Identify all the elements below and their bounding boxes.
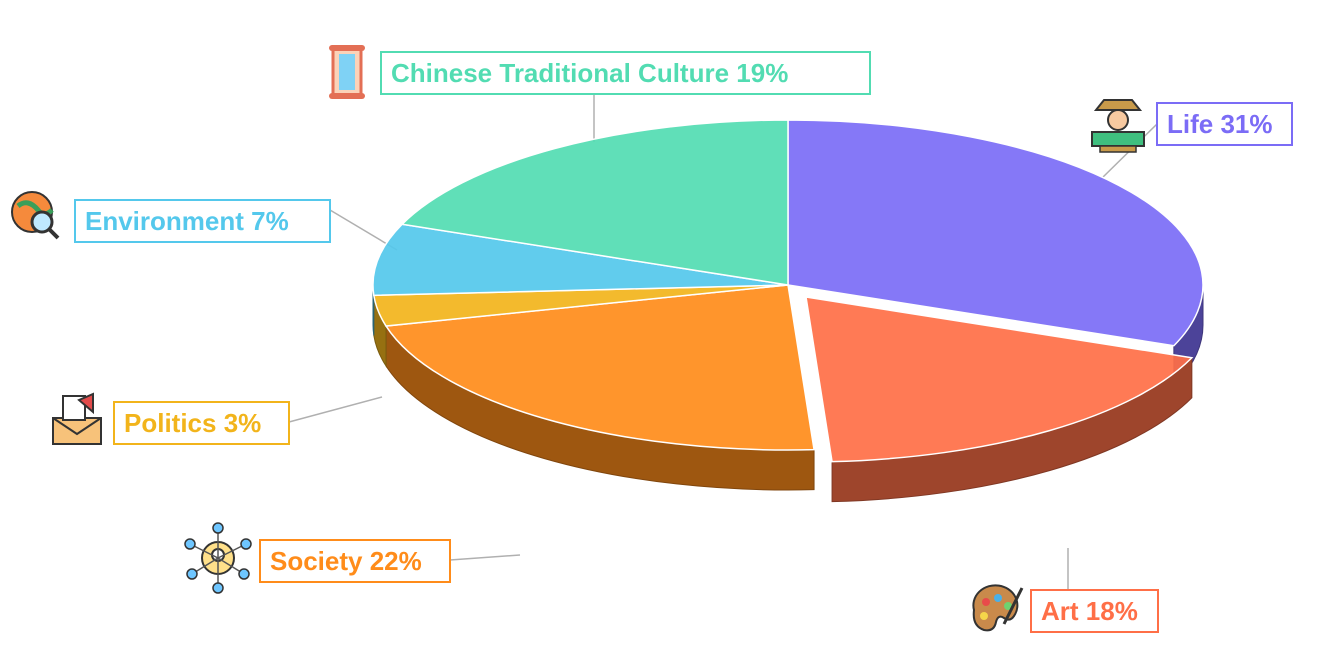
- label-text-chinese-traditional-culture: Chinese Traditional Culture 19%: [391, 58, 788, 88]
- slice-chinese-traditional-culture: [400, 119, 789, 286]
- label-society: Society 22%: [259, 539, 451, 583]
- label-box-politics: [113, 401, 290, 445]
- explorer-icon: [1091, 99, 1145, 153]
- palette-icon: [972, 584, 1024, 632]
- slice-labels: Life 31% Art 18% Society 22% Politics 3% Env…: [11, 45, 1293, 633]
- label-text-environment: Environment 7%: [85, 206, 289, 236]
- label-text-politics: Politics 3%: [124, 408, 261, 438]
- label-box-chinese-traditional-culture: [380, 51, 871, 95]
- slice-environment: [372, 223, 789, 297]
- label-box-environment: [74, 199, 331, 243]
- label-life: Life 31%: [1156, 102, 1293, 146]
- label-text-society: Society 22%: [270, 546, 422, 576]
- label-box-art: [1030, 589, 1159, 633]
- slice-life: [787, 119, 1204, 347]
- label-environment: Environment 7%: [74, 199, 331, 243]
- network-icon: [184, 522, 252, 594]
- scroll-icon: [329, 45, 365, 99]
- label-chinese-traditional-culture: Chinese Traditional Culture 19%: [380, 51, 871, 95]
- slice-society: [384, 284, 815, 451]
- label-art: Art 18%: [1030, 589, 1159, 633]
- label-box-life: [1156, 102, 1293, 146]
- label-box-society: [259, 539, 451, 583]
- globe-magnifier-icon: [11, 191, 60, 240]
- pie-tops: [372, 119, 1204, 463]
- label-text-life: Life 31%: [1167, 109, 1273, 139]
- leader-line-society: [449, 554, 521, 561]
- slice-art: [805, 296, 1194, 463]
- label-text-art: Art 18%: [1041, 596, 1138, 626]
- megaphone-mail-icon: [52, 392, 102, 445]
- leader-line-politics: [288, 396, 383, 423]
- label-politics: Politics 3%: [113, 401, 290, 445]
